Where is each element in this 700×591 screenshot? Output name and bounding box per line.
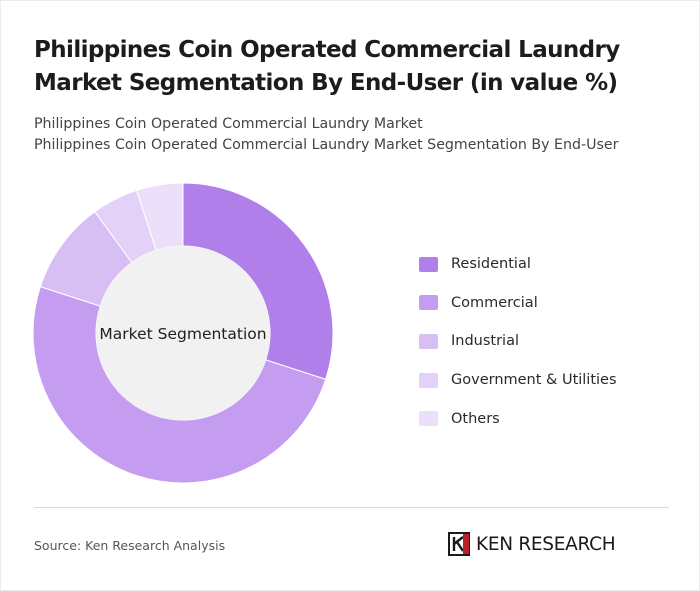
legend-label: Industrial [451, 333, 520, 350]
legend-swatch [419, 411, 438, 427]
ken-research-logo-text: KEN RESEARCH [476, 533, 616, 555]
subtitle-line-2: Philippines Coin Operated Commercial Lau… [34, 137, 619, 153]
legend-label: Commercial [451, 294, 538, 311]
legend-item: Others [419, 399, 679, 438]
chart-title: Philippines Coin Operated Commercial Lau… [34, 37, 620, 96]
donut-hole [96, 246, 270, 420]
legend-swatch [419, 256, 438, 272]
legend-item: Residential [419, 245, 679, 284]
donut-slices [32, 182, 334, 484]
chart-legend: Residential Commercial Industrial Governmen… [419, 245, 679, 438]
legend-label: Residential [451, 256, 531, 273]
legend-swatch [419, 295, 438, 311]
source-note: Source: Ken Research Analysis [34, 538, 226, 553]
legend-label: Others [451, 410, 500, 427]
ken-research-logo: KEN RESEARCH [448, 531, 670, 557]
donut-center-label: Market Segmentation [99, 325, 266, 343]
legend-swatch [419, 333, 438, 349]
chart-subtitle: Philippines Coin Operated Commercial Lau… [34, 114, 674, 156]
ken-research-logo-icon [448, 532, 470, 556]
legend-label: Government & Utilities [451, 372, 617, 389]
legend-item: Industrial [419, 322, 679, 361]
legend-item: Government & Utilities [419, 361, 679, 400]
legend-item: Commercial [419, 284, 679, 323]
donut-chart: Market Segmentation [32, 182, 334, 484]
subtitle-line-1: Philippines Coin Operated Commercial Lau… [34, 116, 423, 132]
legend-swatch [419, 372, 438, 388]
footer-divider [34, 507, 669, 508]
